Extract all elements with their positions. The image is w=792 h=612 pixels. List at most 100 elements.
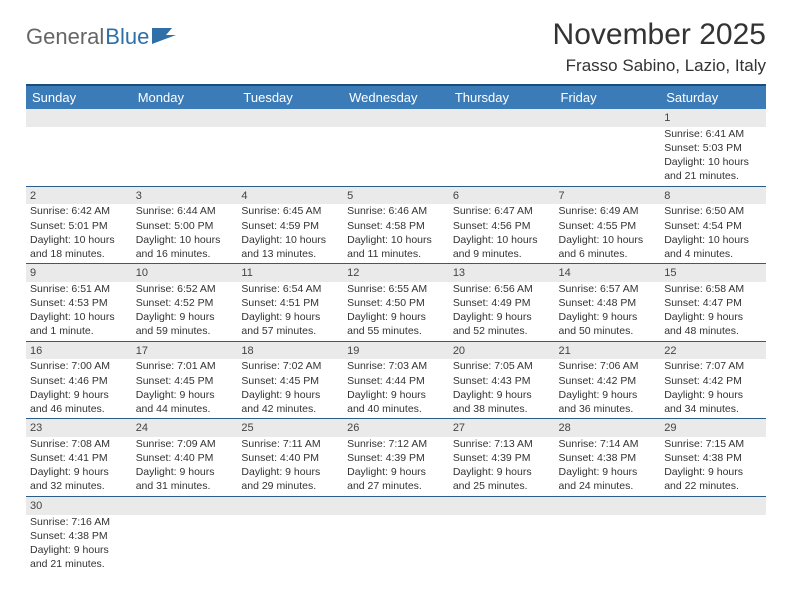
- sunset-text: Sunset: 5:00 PM: [136, 219, 234, 233]
- daylight-text: Daylight: 9 hours and 40 minutes.: [347, 388, 445, 416]
- sunset-text: Sunset: 5:01 PM: [30, 219, 128, 233]
- day-number: 4: [237, 187, 343, 205]
- title-block: November 2025 Frasso Sabino, Lazio, Ital…: [553, 18, 766, 76]
- day-number: 30: [26, 497, 132, 515]
- day-details: [132, 127, 238, 143]
- day-number: [449, 109, 555, 127]
- day-number: [237, 497, 343, 515]
- daylight-text: Daylight: 9 hours and 29 minutes.: [241, 465, 339, 493]
- day-details: [237, 127, 343, 143]
- daylight-text: Daylight: 10 hours and 6 minutes.: [559, 233, 657, 261]
- day-details: [449, 127, 555, 143]
- daylight-text: Daylight: 9 hours and 48 minutes.: [664, 310, 762, 338]
- day-number: [26, 109, 132, 127]
- calendar-day-cell: 13Sunrise: 6:56 AMSunset: 4:49 PMDayligh…: [449, 264, 555, 342]
- sunrise-text: Sunrise: 6:49 AM: [559, 204, 657, 218]
- day-details: Sunrise: 6:55 AMSunset: 4:50 PMDaylight:…: [343, 282, 449, 341]
- daylight-text: Daylight: 10 hours and 4 minutes.: [664, 233, 762, 261]
- day-details: Sunrise: 7:13 AMSunset: 4:39 PMDaylight:…: [449, 437, 555, 496]
- sunrise-text: Sunrise: 7:14 AM: [559, 437, 657, 451]
- day-details: Sunrise: 7:15 AMSunset: 4:38 PMDaylight:…: [660, 437, 766, 496]
- page-header: GeneralBlue November 2025 Frasso Sabino,…: [26, 18, 766, 76]
- calendar-day-cell: 28Sunrise: 7:14 AMSunset: 4:38 PMDayligh…: [555, 419, 661, 497]
- calendar-day-cell: [343, 496, 449, 573]
- day-number: 25: [237, 419, 343, 437]
- sunrise-text: Sunrise: 7:00 AM: [30, 359, 128, 373]
- sunset-text: Sunset: 4:47 PM: [664, 296, 762, 310]
- sunrise-text: Sunrise: 7:06 AM: [559, 359, 657, 373]
- day-details: Sunrise: 7:07 AMSunset: 4:42 PMDaylight:…: [660, 359, 766, 418]
- day-details: [26, 127, 132, 143]
- daylight-text: Daylight: 9 hours and 34 minutes.: [664, 388, 762, 416]
- daylight-text: Daylight: 10 hours and 9 minutes.: [453, 233, 551, 261]
- location-subtitle: Frasso Sabino, Lazio, Italy: [553, 56, 766, 76]
- calendar-day-cell: [132, 496, 238, 573]
- sunrise-text: Sunrise: 7:13 AM: [453, 437, 551, 451]
- calendar-day-cell: [237, 496, 343, 573]
- day-details: Sunrise: 7:12 AMSunset: 4:39 PMDaylight:…: [343, 437, 449, 496]
- calendar-day-cell: 5Sunrise: 6:46 AMSunset: 4:58 PMDaylight…: [343, 186, 449, 264]
- sunrise-text: Sunrise: 6:50 AM: [664, 204, 762, 218]
- sunset-text: Sunset: 4:46 PM: [30, 374, 128, 388]
- daylight-text: Daylight: 9 hours and 57 minutes.: [241, 310, 339, 338]
- day-number: 19: [343, 342, 449, 360]
- calendar-day-cell: 4Sunrise: 6:45 AMSunset: 4:59 PMDaylight…: [237, 186, 343, 264]
- sunset-text: Sunset: 5:03 PM: [664, 141, 762, 155]
- daylight-text: Daylight: 10 hours and 1 minute.: [30, 310, 128, 338]
- calendar-day-cell: [449, 496, 555, 573]
- sunrise-text: Sunrise: 6:41 AM: [664, 127, 762, 141]
- calendar-table: Sunday Monday Tuesday Wednesday Thursday…: [26, 84, 766, 573]
- sunrise-text: Sunrise: 6:56 AM: [453, 282, 551, 296]
- day-details: Sunrise: 6:51 AMSunset: 4:53 PMDaylight:…: [26, 282, 132, 341]
- calendar-day-cell: 29Sunrise: 7:15 AMSunset: 4:38 PMDayligh…: [660, 419, 766, 497]
- calendar-day-cell: 27Sunrise: 7:13 AMSunset: 4:39 PMDayligh…: [449, 419, 555, 497]
- sunset-text: Sunset: 4:43 PM: [453, 374, 551, 388]
- day-number: 8: [660, 187, 766, 205]
- daylight-text: Daylight: 9 hours and 52 minutes.: [453, 310, 551, 338]
- day-details: Sunrise: 6:47 AMSunset: 4:56 PMDaylight:…: [449, 204, 555, 263]
- calendar-day-cell: [132, 109, 238, 186]
- calendar-week-row: 9Sunrise: 6:51 AMSunset: 4:53 PMDaylight…: [26, 264, 766, 342]
- day-number: 24: [132, 419, 238, 437]
- day-details: [237, 515, 343, 531]
- calendar-week-row: 30Sunrise: 7:16 AMSunset: 4:38 PMDayligh…: [26, 496, 766, 573]
- calendar-day-cell: 15Sunrise: 6:58 AMSunset: 4:47 PMDayligh…: [660, 264, 766, 342]
- day-details: Sunrise: 7:00 AMSunset: 4:46 PMDaylight:…: [26, 359, 132, 418]
- day-details: Sunrise: 6:45 AMSunset: 4:59 PMDaylight:…: [237, 204, 343, 263]
- daylight-text: Daylight: 9 hours and 59 minutes.: [136, 310, 234, 338]
- daylight-text: Daylight: 10 hours and 21 minutes.: [664, 155, 762, 183]
- calendar-day-cell: 2Sunrise: 6:42 AMSunset: 5:01 PMDaylight…: [26, 186, 132, 264]
- sunset-text: Sunset: 4:38 PM: [664, 451, 762, 465]
- calendar-day-cell: 26Sunrise: 7:12 AMSunset: 4:39 PMDayligh…: [343, 419, 449, 497]
- sunset-text: Sunset: 4:52 PM: [136, 296, 234, 310]
- day-number: [343, 497, 449, 515]
- sunrise-text: Sunrise: 7:08 AM: [30, 437, 128, 451]
- day-details: [132, 515, 238, 531]
- sunrise-text: Sunrise: 6:46 AM: [347, 204, 445, 218]
- daylight-text: Daylight: 10 hours and 11 minutes.: [347, 233, 445, 261]
- calendar-day-cell: 19Sunrise: 7:03 AMSunset: 4:44 PMDayligh…: [343, 341, 449, 419]
- daylight-text: Daylight: 9 hours and 46 minutes.: [30, 388, 128, 416]
- calendar-week-row: 16Sunrise: 7:00 AMSunset: 4:46 PMDayligh…: [26, 341, 766, 419]
- weekday-header: Tuesday: [237, 85, 343, 109]
- day-details: Sunrise: 7:05 AMSunset: 4:43 PMDaylight:…: [449, 359, 555, 418]
- sunset-text: Sunset: 4:58 PM: [347, 219, 445, 233]
- logo-text-general: General: [26, 24, 104, 50]
- calendar-page: GeneralBlue November 2025 Frasso Sabino,…: [0, 0, 792, 573]
- sunset-text: Sunset: 4:38 PM: [30, 529, 128, 543]
- calendar-day-cell: 1Sunrise: 6:41 AMSunset: 5:03 PMDaylight…: [660, 109, 766, 186]
- sunset-text: Sunset: 4:42 PM: [664, 374, 762, 388]
- calendar-day-cell: 23Sunrise: 7:08 AMSunset: 4:41 PMDayligh…: [26, 419, 132, 497]
- day-number: 28: [555, 419, 661, 437]
- daylight-text: Daylight: 9 hours and 24 minutes.: [559, 465, 657, 493]
- day-number: 27: [449, 419, 555, 437]
- day-details: Sunrise: 6:41 AMSunset: 5:03 PMDaylight:…: [660, 127, 766, 186]
- calendar-day-cell: [237, 109, 343, 186]
- sunrise-text: Sunrise: 6:45 AM: [241, 204, 339, 218]
- day-details: Sunrise: 7:14 AMSunset: 4:38 PMDaylight:…: [555, 437, 661, 496]
- calendar-week-row: 23Sunrise: 7:08 AMSunset: 4:41 PMDayligh…: [26, 419, 766, 497]
- day-number: 13: [449, 264, 555, 282]
- day-details: [343, 127, 449, 143]
- sunset-text: Sunset: 4:45 PM: [136, 374, 234, 388]
- daylight-text: Daylight: 9 hours and 36 minutes.: [559, 388, 657, 416]
